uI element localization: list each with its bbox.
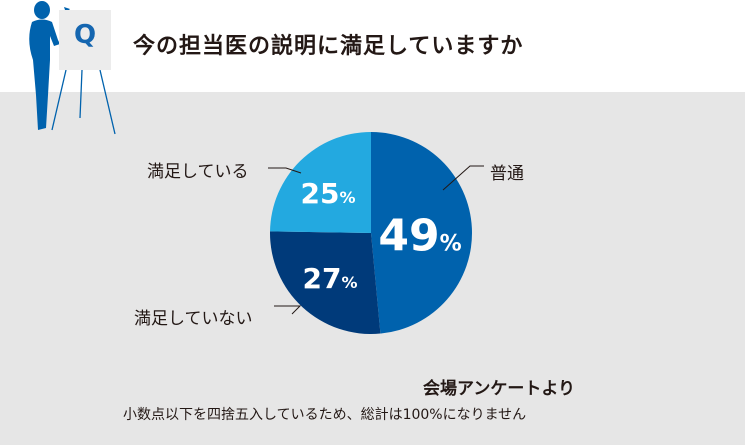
leader-line <box>442 165 484 191</box>
label-futsu: 普通 <box>490 164 524 184</box>
header <box>0 0 745 92</box>
leader-line <box>268 167 302 174</box>
easel-board <box>59 10 111 70</box>
slice-value-label: 27% <box>303 262 358 295</box>
source-text: 会場アンケートより <box>423 379 575 399</box>
question-title: 今の担当医の説明に満足していますか <box>133 34 524 59</box>
pie-slice <box>371 132 472 334</box>
leader-line <box>274 305 302 315</box>
footnote: 小数点以下を四捨五入しているため、総計は100%になりません <box>123 407 527 423</box>
q-badge: Q <box>73 20 97 50</box>
label-satisfied: 満足している <box>147 162 249 182</box>
pie-slice <box>270 231 381 334</box>
easel-legs <box>51 69 116 135</box>
label-not-satisfied: 満足していない <box>134 309 253 329</box>
pie-slice <box>270 132 371 233</box>
